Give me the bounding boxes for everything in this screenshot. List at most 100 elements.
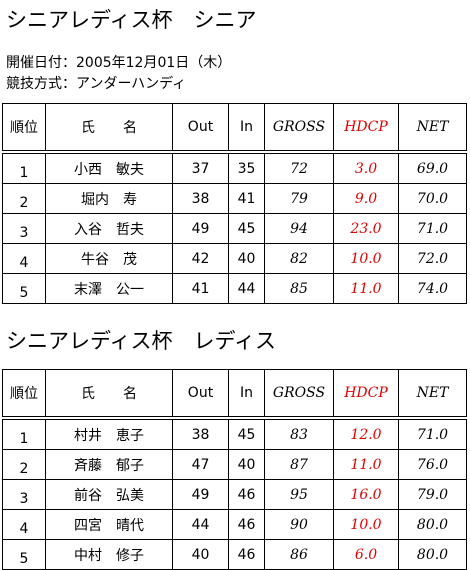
info-line: 競技方式：アンダーハンディ <box>6 76 187 92</box>
cell: 2 <box>2 183 46 214</box>
cell: 前谷 弘美 <box>45 479 173 510</box>
cell: 3 <box>2 213 46 244</box>
cell: 23.0 <box>333 213 399 244</box>
cell: 3 <box>2 479 46 510</box>
cell: 中村 修子 <box>45 539 173 570</box>
results-table: 順位氏 名 Out In GROSS HDCP NET 1 村井 恵子 38 45 83 12.0 71… <box>2 369 467 570</box>
cell: 46 <box>228 539 265 570</box>
header-row: 順位氏 名 Out In GROSS HDCP NET <box>2 103 467 154</box>
cell: 1 <box>2 151 46 184</box>
header-cell: NET <box>398 369 467 420</box>
data-row: 5 中村 修子 40 46 86 6.0 80.0 <box>2 539 467 570</box>
cell: 41 <box>172 273 229 304</box>
header-cell: Out <box>172 103 229 154</box>
cell: 87 <box>264 449 334 480</box>
cell: 堀内 寿 <box>45 183 173 214</box>
cell: 44 <box>228 273 265 304</box>
data-row: 4 牛谷 茂 42 40 82 10.0 72.0 <box>2 243 467 274</box>
cell: 40 <box>228 449 265 480</box>
cell: 44 <box>172 509 229 540</box>
cell: 40 <box>172 539 229 570</box>
cell: 4 <box>2 509 46 540</box>
cell: 90 <box>264 509 334 540</box>
header-cell: 順位 <box>2 369 46 420</box>
cell: 6.0 <box>333 539 399 570</box>
cell: 4 <box>2 243 46 274</box>
cell: 86 <box>264 539 334 570</box>
header-cell: NET <box>398 103 467 154</box>
cell: 38 <box>172 417 229 450</box>
cell: 37 <box>172 151 229 184</box>
data-row: 3 前谷 弘美 49 46 95 16.0 79.0 <box>2 479 467 510</box>
info-line: 開催日付：2005年12月01日（木） <box>6 55 232 71</box>
results-table: 順位氏 名 Out In GROSS HDCP NET 1 小西 敏夫 37 35 72 3.0 69.… <box>2 103 467 304</box>
cell: 95 <box>264 479 334 510</box>
cell: 40 <box>228 243 265 274</box>
cell: 9.0 <box>333 183 399 214</box>
cell: 牛谷 茂 <box>45 243 173 274</box>
cell: 79.0 <box>398 479 467 510</box>
cell: 94 <box>264 213 334 244</box>
cell: 12.0 <box>333 417 399 450</box>
cell: 2 <box>2 449 46 480</box>
cell: 末澤 公一 <box>45 273 173 304</box>
cell: 76.0 <box>398 449 467 480</box>
cell: 80.0 <box>398 539 467 570</box>
cell: 45 <box>228 213 265 244</box>
cell: 42 <box>172 243 229 274</box>
data-row: 5 末澤 公一 41 44 85 11.0 74.0 <box>2 273 467 304</box>
header-cell: GROSS <box>264 369 334 420</box>
cell: 49 <box>172 213 229 244</box>
cell: 45 <box>228 417 265 450</box>
cell: 10.0 <box>333 509 399 540</box>
cell: 小西 敏夫 <box>45 151 173 184</box>
cell: 82 <box>264 243 334 274</box>
header-cell: 氏 名 <box>45 103 173 154</box>
cell: 四宮 晴代 <box>45 509 173 540</box>
cell: 79 <box>264 183 334 214</box>
cell: 3.0 <box>333 151 399 184</box>
cell: 83 <box>264 417 334 450</box>
header-cell: HDCP <box>333 369 399 420</box>
cell: 85 <box>264 273 334 304</box>
section-title: シニアレディス杯 レディス <box>6 329 277 353</box>
cell: 49 <box>172 479 229 510</box>
data-row: 4 四宮 晴代 44 46 90 10.0 80.0 <box>2 509 467 540</box>
cell: 11.0 <box>333 273 399 304</box>
section-title: シニアレディス杯 シニア <box>6 8 257 32</box>
cell: 1 <box>2 417 46 450</box>
cell: 74.0 <box>398 273 467 304</box>
cell: 入谷 哲夫 <box>45 213 173 244</box>
cell: 11.0 <box>333 449 399 480</box>
data-row: 1 小西 敏夫 37 35 72 3.0 69.0 <box>2 151 467 184</box>
cell: 47 <box>172 449 229 480</box>
header-cell: 順位 <box>2 103 46 154</box>
cell: 35 <box>228 151 265 184</box>
header-cell: GROSS <box>264 103 334 154</box>
header-cell: In <box>228 103 265 154</box>
data-row: 1 村井 恵子 38 45 83 12.0 71.0 <box>2 417 467 450</box>
cell: 70.0 <box>398 183 467 214</box>
header-row: 順位氏 名 Out In GROSS HDCP NET <box>2 369 467 420</box>
cell: 71.0 <box>398 417 467 450</box>
cell: 10.0 <box>333 243 399 274</box>
cell: 72.0 <box>398 243 467 274</box>
data-row: 3 入谷 哲夫 49 45 94 23.0 71.0 <box>2 213 467 244</box>
cell: 38 <box>172 183 229 214</box>
header-cell: Out <box>172 369 229 420</box>
cell: 斉藤 郁子 <box>45 449 173 480</box>
cell: 80.0 <box>398 509 467 540</box>
header-cell: In <box>228 369 265 420</box>
cell: 村井 恵子 <box>45 417 173 450</box>
cell: 46 <box>228 479 265 510</box>
cell: 5 <box>2 539 46 570</box>
cell: 72 <box>264 151 334 184</box>
cell: 69.0 <box>398 151 467 184</box>
cell: 5 <box>2 273 46 304</box>
cell: 16.0 <box>333 479 399 510</box>
header-cell: 氏 名 <box>45 369 173 420</box>
cell: 41 <box>228 183 265 214</box>
data-row: 2 斉藤 郁子 47 40 87 11.0 76.0 <box>2 449 467 480</box>
data-row: 2 堀内 寿 38 41 79 9.0 70.0 <box>2 183 467 214</box>
